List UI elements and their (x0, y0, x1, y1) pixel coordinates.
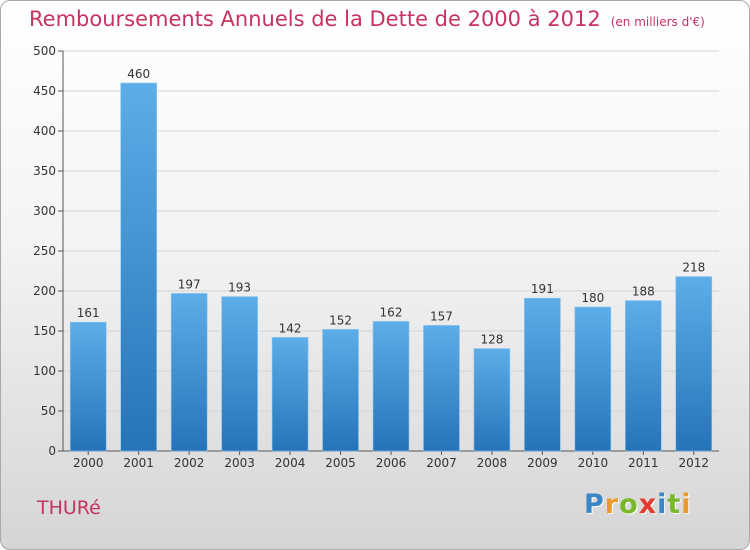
y-tick-label: 50 (41, 404, 56, 418)
logo-letter: r (604, 489, 620, 520)
x-tick-label: 2012 (678, 456, 709, 470)
x-tick-label: 2008 (477, 456, 508, 470)
y-tick-label: 300 (33, 204, 56, 218)
bar (120, 82, 157, 452)
commune-name: THURé (37, 497, 101, 519)
chart-title: Remboursements Annuels de la Dette de 20… (29, 7, 705, 31)
x-tick-label: 2004 (275, 456, 306, 470)
x-tick-label: 2005 (325, 456, 356, 470)
bar-value-label: 152 (329, 313, 352, 327)
bar (675, 276, 713, 452)
x-tick-label: 2002 (174, 456, 205, 470)
y-tick-label: 400 (33, 124, 56, 138)
bar-value-label: 218 (682, 261, 705, 275)
bar (423, 325, 460, 452)
bar (322, 329, 359, 452)
bar (69, 321, 107, 452)
bar-value-label: 142 (279, 321, 302, 335)
logo-letter: i (657, 489, 668, 520)
bar-value-label: 180 (581, 291, 604, 305)
y-tick-label: 350 (33, 164, 56, 178)
bar-value-label: 193 (228, 281, 251, 295)
logo-letter: P (584, 489, 605, 520)
proxiti-logo: Proxiti (584, 489, 692, 520)
bar (372, 321, 410, 452)
bar-value-label: 191 (531, 282, 554, 296)
bar-value-label: 157 (430, 309, 453, 323)
bar-value-label: 460 (127, 67, 150, 81)
bar-value-label: 128 (480, 333, 503, 347)
bar-value-label: 197 (178, 277, 201, 291)
bar-value-label: 161 (77, 306, 100, 320)
y-tick-label: 100 (33, 364, 56, 378)
bar (625, 300, 662, 452)
logo-letter: x (638, 489, 658, 520)
x-tick-label: 2010 (578, 456, 609, 470)
x-tick-label: 2006 (376, 456, 407, 470)
y-tick-label: 500 (33, 44, 56, 58)
chart-subtitle: (en milliers d'€) (610, 15, 705, 29)
logo-letter: o (619, 489, 639, 520)
bar (473, 348, 511, 452)
logo-letter: t (667, 489, 682, 520)
x-tick-label: 2003 (224, 456, 255, 470)
bar (524, 297, 561, 452)
bar (271, 337, 309, 452)
chart-title-main: Remboursements Annuels de la Dette de 20… (29, 7, 601, 31)
x-tick-label: 2011 (628, 456, 659, 470)
bar (574, 306, 612, 452)
y-tick-label: 150 (33, 324, 56, 338)
y-tick-label: 200 (33, 284, 56, 298)
y-tick-label: 250 (33, 244, 56, 258)
bar (170, 293, 208, 452)
y-tick-label: 0 (48, 444, 56, 458)
y-tick-label: 450 (33, 84, 56, 98)
x-tick-label: 2000 (73, 456, 104, 470)
bar (221, 296, 258, 452)
bar-value-label: 188 (632, 285, 655, 299)
x-tick-label: 2007 (426, 456, 457, 470)
logo-letter: i (681, 489, 692, 520)
x-tick-label: 2001 (123, 456, 154, 470)
bar-value-label: 162 (380, 305, 403, 319)
x-tick-label: 2009 (527, 456, 558, 470)
